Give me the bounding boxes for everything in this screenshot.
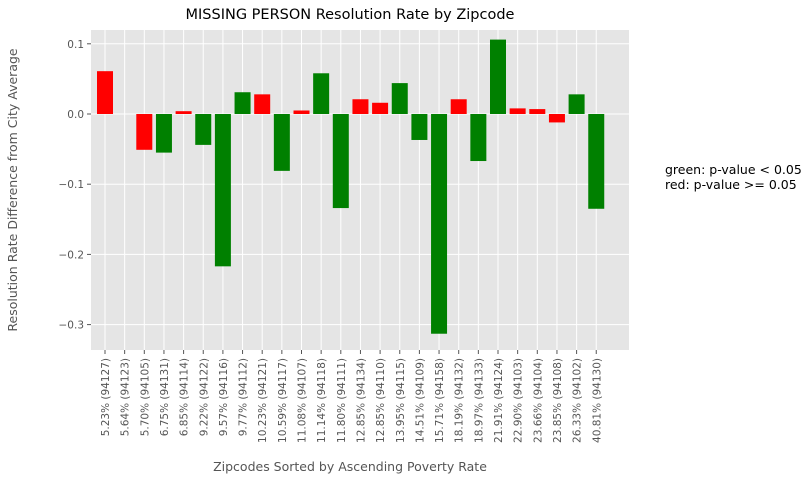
x-tick-label: 18.97% (94133)	[473, 358, 485, 443]
x-tick-label: 10.23% (94121)	[257, 358, 269, 443]
x-tick-label: 26.33% (94102)	[572, 358, 584, 443]
bar	[155, 114, 172, 153]
x-tick-label: 15.71% (94158)	[434, 358, 446, 443]
x-tick-label: 9.57% (94116)	[218, 358, 230, 436]
x-axis-label: Zipcodes Sorted by Ascending Poverty Rat…	[213, 459, 487, 474]
x-tick-label: 5.64% (94123)	[120, 358, 132, 436]
bar	[254, 94, 271, 114]
bar	[293, 110, 310, 114]
x-tick-label: 11.14% (94118)	[316, 358, 328, 443]
bar	[509, 108, 526, 114]
bar	[97, 71, 113, 114]
x-tick-label: 40.81% (94130)	[591, 358, 603, 443]
x-tick-label: 5.23% (94127)	[100, 358, 112, 436]
x-tick-label: 9.77% (94112)	[238, 358, 250, 436]
x-tick-label: 6.85% (94114)	[179, 358, 191, 436]
x-tick-label: 23.85% (94108)	[552, 358, 564, 443]
bar	[214, 114, 231, 267]
x-tick-label: 22.90% (94103)	[513, 358, 525, 443]
bar	[529, 109, 546, 114]
x-tick-label: 11.08% (94107)	[297, 358, 309, 443]
bar	[431, 114, 448, 334]
legend-green-text: green: p-value < 0.05	[665, 162, 802, 177]
y-tick-label: −0.3	[59, 320, 85, 332]
bar	[352, 99, 369, 114]
bar	[273, 114, 290, 171]
bar	[588, 114, 605, 209]
x-tick-label: 11.80% (94111)	[336, 358, 348, 443]
x-tick-label: 14.51% (94109)	[414, 358, 426, 443]
x-tick-label: 9.22% (94122)	[198, 358, 210, 436]
chart-title: MISSING PERSON Resolution Rate by Zipcod…	[186, 7, 515, 23]
bar	[195, 114, 212, 145]
bar	[391, 83, 408, 114]
significance-legend: green: p-value < 0.05 red: p-value >= 0.…	[665, 162, 802, 192]
x-tick-label: 10.59% (94117)	[277, 358, 289, 443]
bar	[332, 114, 349, 209]
bar	[313, 73, 330, 114]
bar	[136, 114, 153, 150]
bar	[470, 114, 487, 162]
y-tick-label: 0.1	[67, 39, 84, 51]
bar	[548, 114, 565, 123]
bar	[568, 94, 585, 114]
bar	[175, 111, 192, 114]
x-tick-label: 12.85% (94110)	[375, 358, 387, 443]
legend-red-text: red: p-value >= 0.05	[665, 177, 797, 192]
x-tick-label: 13.95% (94115)	[395, 358, 407, 443]
x-tick-label: 6.75% (94131)	[159, 358, 171, 436]
x-tick-label: 18.19% (94132)	[454, 358, 466, 443]
x-tick-label: 12.85% (94134)	[355, 358, 367, 443]
y-tick-label: 0.0	[67, 109, 84, 121]
y-tick-label: −0.1	[59, 179, 85, 191]
x-tick-label: 21.91% (94124)	[493, 358, 505, 443]
x-tick-label: 23.66% (94104)	[532, 358, 544, 443]
x-tick-label: 5.70% (94105)	[139, 358, 151, 436]
y-axis-label: Resolution Rate Difference from City Ave…	[5, 48, 20, 332]
bar	[372, 102, 389, 114]
bar	[234, 92, 251, 114]
y-tick-label: −0.2	[59, 249, 85, 261]
bar	[490, 39, 506, 115]
bar	[450, 99, 467, 114]
bar	[411, 114, 428, 140]
